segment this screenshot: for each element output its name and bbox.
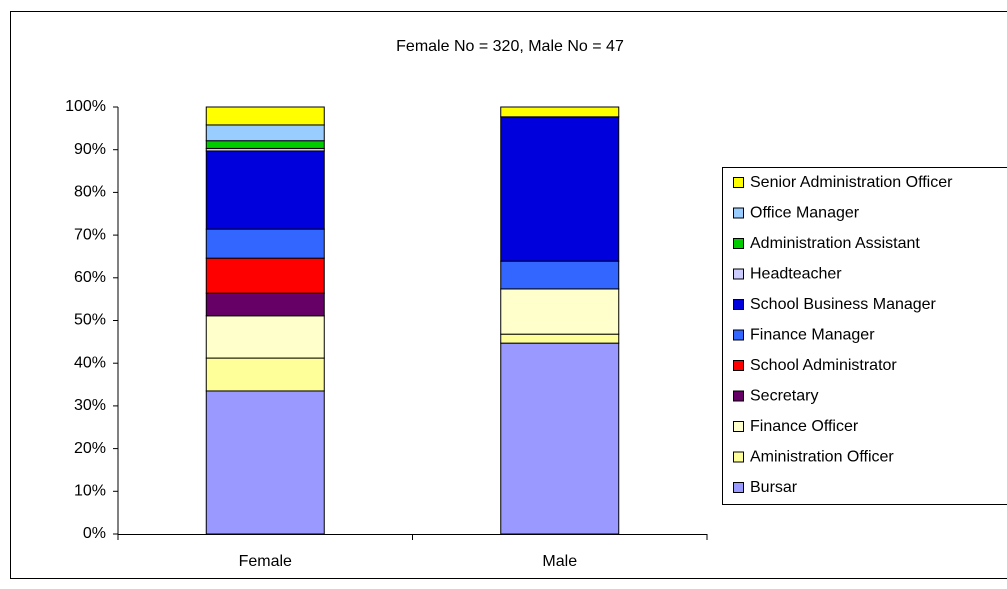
y-tick-label: 20% [74, 440, 106, 457]
legend-label: Aministration Officer [750, 449, 894, 466]
legend-swatch [733, 421, 744, 432]
legend-swatch [733, 299, 744, 310]
y-tick-label: 60% [74, 269, 106, 286]
bar-segment [500, 260, 620, 290]
chart-title: Female No = 320, Male No = 47 [396, 38, 624, 55]
legend-label: Headteacher [750, 266, 842, 283]
legend-swatch [733, 238, 744, 249]
legend-label: Secretary [750, 388, 818, 405]
bar-segment [500, 333, 620, 344]
bar-segment [205, 292, 325, 317]
legend-swatch [733, 482, 744, 493]
legend-swatch [733, 268, 744, 280]
legend-swatch [733, 390, 744, 402]
bar-segment [205, 390, 325, 535]
y-tick-label: 30% [74, 397, 106, 414]
legend-swatch [733, 451, 744, 463]
y-tick-label: 100% [65, 98, 106, 115]
legend-label: Administration Assistant [750, 235, 920, 252]
legend-box [722, 167, 1007, 505]
bar-segment [205, 315, 325, 359]
y-tick-label: 90% [74, 141, 106, 158]
legend-swatch [733, 207, 744, 219]
y-tick-label: 80% [74, 184, 106, 201]
y-tick-label: 10% [74, 483, 106, 500]
bar-segment [205, 257, 325, 294]
y-tick-label: 50% [74, 312, 106, 329]
bar-segment [205, 228, 325, 259]
bar-segment [205, 357, 325, 392]
legend-swatch [733, 360, 744, 371]
bar-segment [500, 288, 620, 335]
bar-segment [205, 124, 325, 142]
legend-label: Bursar [750, 479, 798, 496]
legend-label: Finance Manager [750, 327, 875, 344]
x-tick-label: Female [239, 553, 292, 570]
bar-segment [500, 342, 620, 535]
legend-label: School Business Manager [750, 296, 937, 313]
y-tick-label: 40% [74, 354, 106, 371]
legend-label: Finance Officer [750, 418, 859, 435]
y-tick-label: 70% [74, 226, 106, 243]
bar-segment [205, 106, 325, 126]
legend-label: Office Manager [750, 205, 860, 222]
legend-label: School Administrator [750, 357, 897, 374]
legend-label: Senior Administration Officer [750, 174, 953, 191]
bar-segment [500, 116, 620, 262]
y-tick-label: 0% [83, 525, 106, 542]
legend-swatch [733, 329, 744, 341]
bar-segment [500, 106, 620, 118]
x-tick-label: Male [542, 553, 577, 570]
bar-segment [205, 140, 325, 149]
legend-swatch [733, 177, 744, 188]
bar-segment [205, 150, 325, 230]
